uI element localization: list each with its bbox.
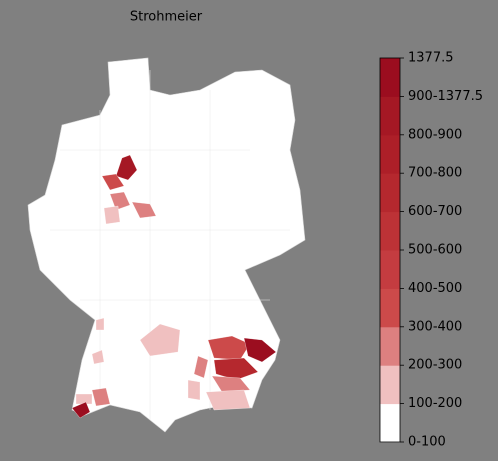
district-borders: [50, 70, 290, 420]
colorbar-segment: [380, 250, 400, 289]
colorbar-label: 300-400: [408, 319, 462, 334]
colorbar-segment: [380, 134, 400, 174]
region: [91, 387, 111, 407]
colorbar-label: 600-700: [408, 204, 462, 219]
region: [207, 335, 251, 361]
colorbar-label: 900-1377.5: [408, 89, 483, 104]
region: [205, 389, 251, 411]
colorbar-segment: [380, 288, 400, 328]
colorbar-label: 700-800: [408, 166, 462, 181]
map-title: Strohmeier: [130, 10, 203, 25]
colorbar-segment: [380, 58, 400, 97]
region: [211, 375, 251, 393]
colorbar-label: 400-500: [408, 281, 462, 296]
colorbar-segment: [380, 211, 400, 251]
region: [115, 154, 138, 181]
region: [101, 173, 125, 191]
region: [243, 337, 277, 363]
colorbar-segment: [380, 326, 400, 366]
region: [193, 355, 209, 379]
colorbar-segment: [380, 403, 400, 443]
region: [75, 393, 93, 405]
region: [139, 323, 181, 357]
colorbar-label: 800-900: [408, 127, 462, 142]
colorbar-label: 500-600: [408, 243, 462, 258]
region: [187, 379, 201, 401]
germany-map: [27, 57, 306, 433]
colorbar-label: 1377.5: [408, 51, 454, 66]
colorbar-segment: [380, 173, 400, 213]
region: [213, 357, 259, 381]
colorbar-segment: [380, 365, 400, 405]
region: [71, 401, 91, 419]
colorbar-label: 200-300: [408, 358, 462, 373]
region: [103, 205, 121, 225]
region: [91, 349, 105, 365]
colorbar-segment: [380, 96, 400, 136]
colorbar: 0-100 100-200 200-300 300-400 400-500 500-600…: [379, 51, 483, 450]
region: [109, 191, 131, 211]
region: [131, 201, 157, 219]
colorbar-label: 100-200: [408, 396, 462, 411]
region: [95, 317, 105, 331]
colorbar-label: 0-100: [408, 435, 446, 450]
